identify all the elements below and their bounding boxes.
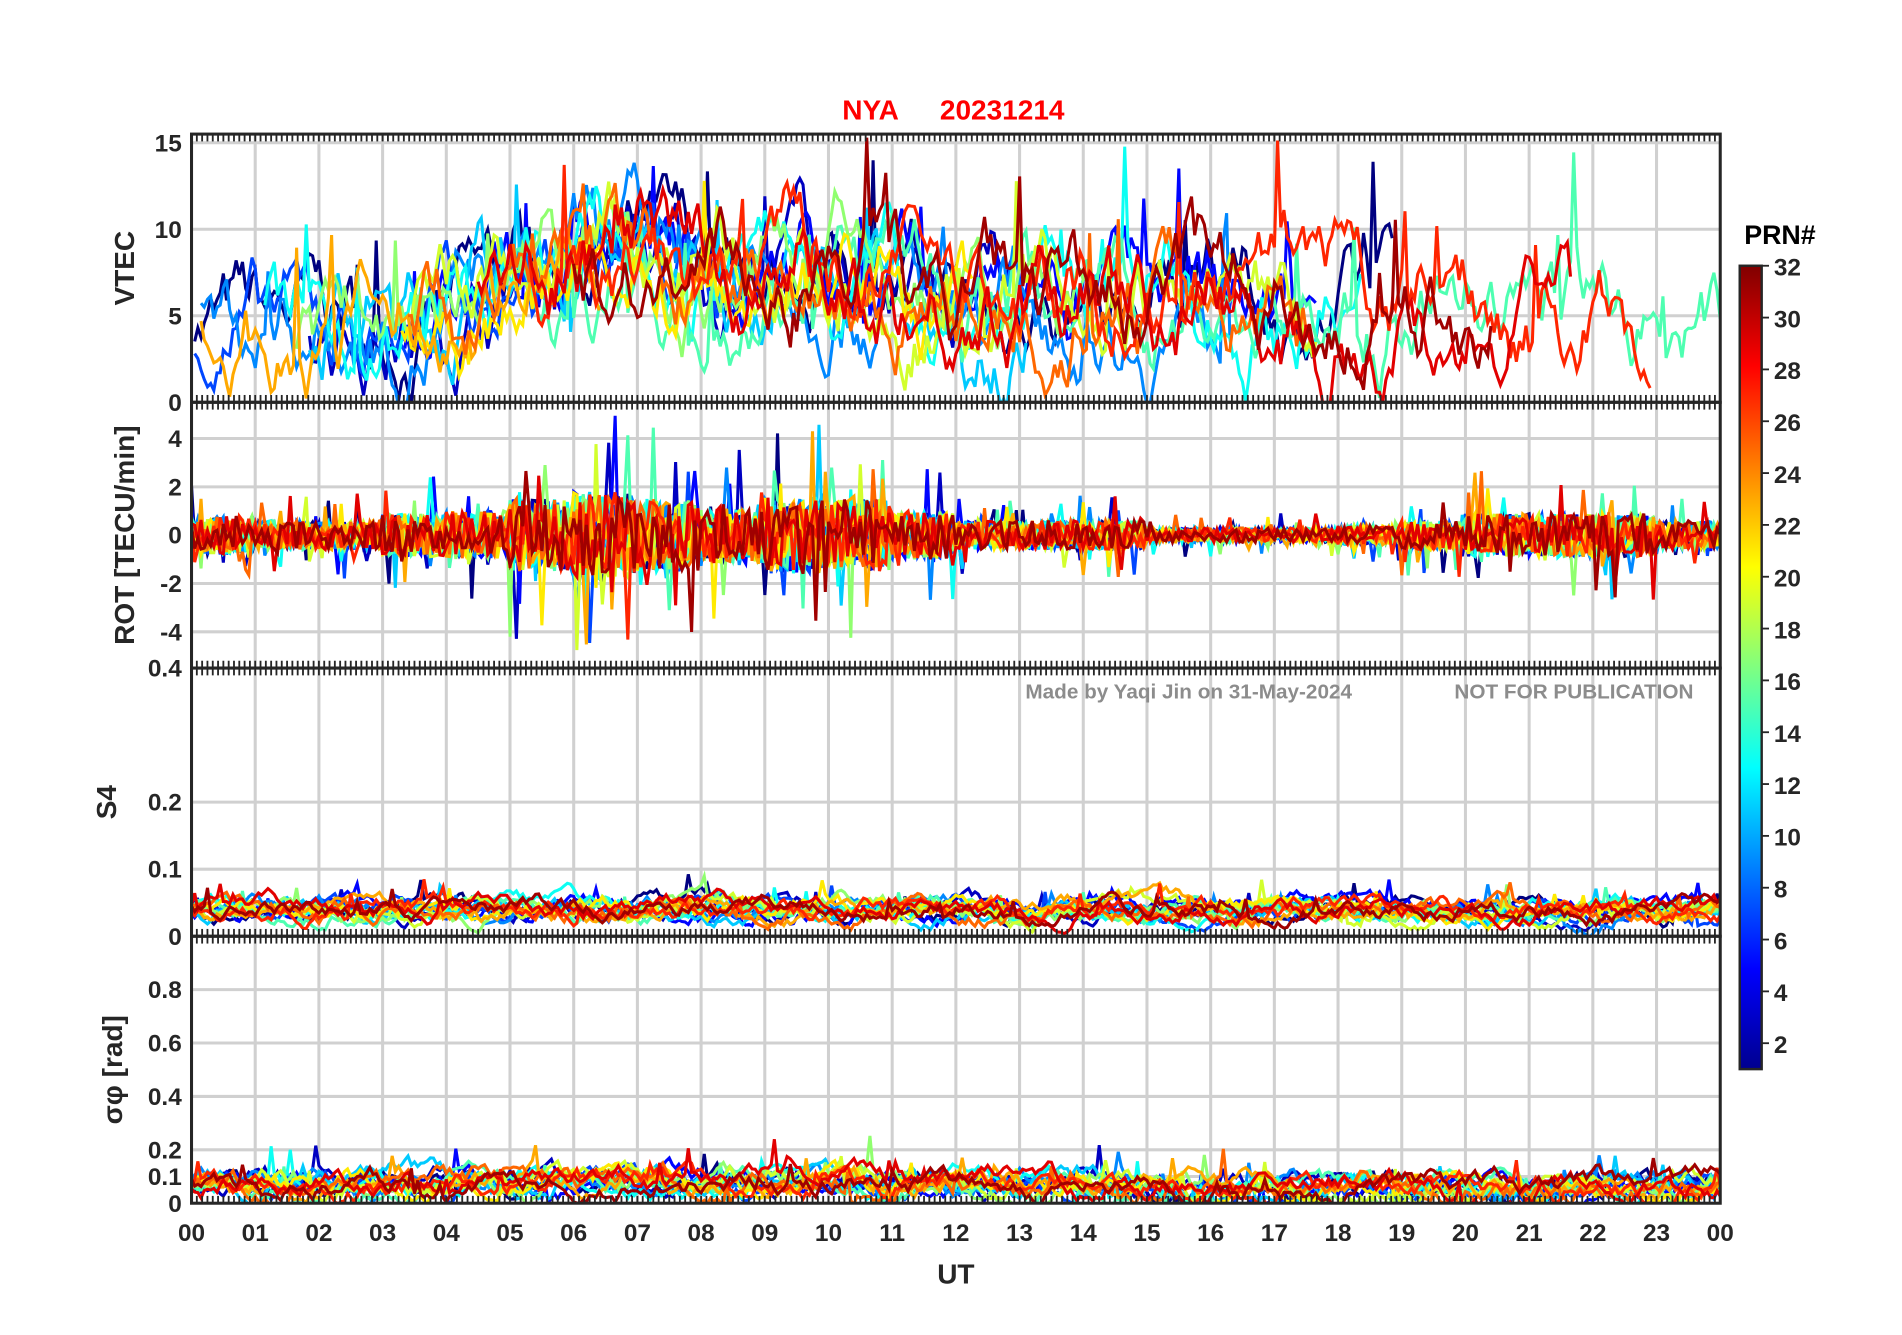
colorbar-tick-label: 26 [1774, 410, 1801, 437]
title-station: NYA [842, 94, 899, 125]
colorbar-tick-label: 10 [1774, 825, 1801, 852]
y-tick-label: -4 [160, 619, 182, 646]
y-tick-label: 0.2 [148, 1137, 182, 1164]
y-tick-label: 5 [168, 303, 182, 330]
colorbar-tick-label: 16 [1774, 669, 1801, 696]
series-prn-25 [191, 881, 1721, 933]
y-axis-label: VTEC [109, 231, 140, 306]
watermark-notice: NOT FOR PUBLICATION [1454, 681, 1693, 704]
x-tick-label: 06 [560, 1220, 587, 1247]
colorbar-tick-label: 4 [1774, 980, 1788, 1007]
x-tick-label: 03 [369, 1220, 396, 1247]
series-prn-29 [191, 883, 1721, 936]
title-date: 20231214 [940, 94, 1065, 125]
x-tick-label: 00 [178, 1220, 205, 1247]
y-tick-label: 10 [155, 217, 182, 244]
panel-4: 00.10.2 0.4 0.6 0.8 σφ [rad] [97, 934, 1722, 1218]
series-prn-31 [191, 470, 1721, 633]
series-prn-25 [191, 1148, 1721, 1204]
colorbar-tick-label: 12 [1774, 773, 1801, 800]
y-axis-label: ROT [TECU/min] [109, 425, 140, 644]
x-tick-label: 07 [624, 1220, 651, 1247]
panel-3: 0 0.1 0.2 0.4 S4 [91, 656, 1722, 951]
x-tick-label: 08 [688, 1220, 715, 1247]
x-tick-label: 12 [942, 1220, 969, 1247]
x-tick-label: 02 [305, 1220, 332, 1247]
x-tick-label: 04 [433, 1220, 461, 1247]
x-tick-label: 23 [1643, 1220, 1670, 1247]
x-tick-label: 00 [1707, 1220, 1734, 1247]
y-tick-label: 0 [168, 1191, 182, 1218]
x-tick-label: 11 [879, 1220, 905, 1247]
colorbar-label: PRN# [1744, 220, 1816, 250]
x-tick-label: 16 [1197, 1220, 1224, 1247]
colorbar-tick-label: 30 [1774, 306, 1801, 333]
x-tick-label: 19 [1388, 1220, 1415, 1247]
y-tick-label: 0 [168, 390, 182, 417]
colorbar-tick-label: 22 [1774, 514, 1801, 541]
y-tick-label: 0.1 [148, 857, 182, 884]
colorbar-tick-label: 32 [1774, 255, 1801, 282]
y-tick-label: 0 [168, 924, 182, 951]
x-axis-label: UT [937, 1259, 974, 1290]
watermark-author: Made by Yaqi Jin on 31-May-2024 [1025, 681, 1352, 704]
panel-2: -4 -2 0 2 4 ROT [TECU/min] [109, 400, 1722, 670]
y-tick-label: 4 [168, 426, 182, 453]
colorbar-tick-label: 8 [1774, 876, 1788, 903]
colorbar-tick-label: 20 [1774, 565, 1801, 592]
series-prn-31 [191, 887, 1721, 931]
series-prn-23 [199, 227, 601, 399]
colorbar-tick-label: 28 [1774, 358, 1801, 385]
x-tick-label: 13 [1006, 1220, 1033, 1247]
y-tick-label: 0.1 [148, 1164, 182, 1191]
x-tick-label: 01 [242, 1220, 269, 1247]
y-tick-label: -2 [160, 571, 182, 598]
y-tick-label: 0.4 [148, 656, 182, 683]
y-tick-label: 0.2 [148, 790, 182, 817]
colorbar-gradient [1738, 264, 1763, 1071]
x-tick-label: 17 [1261, 1220, 1288, 1247]
x-tick-label: 20 [1452, 1220, 1479, 1247]
y-tick-label: 0 [168, 523, 182, 550]
colorbar-tick-label: 18 [1774, 617, 1801, 644]
y-tick-label: 0.4 [148, 1084, 182, 1111]
y-axis-label: S4 [91, 785, 122, 820]
x-tick-label: 15 [1133, 1220, 1160, 1247]
series-prn-29 [191, 1139, 1721, 1204]
colorbar-tick-label: 14 [1774, 721, 1802, 748]
x-tick-label: 18 [1324, 1220, 1351, 1247]
colorbar-tick-label: 6 [1774, 928, 1788, 955]
series-prn-29 [191, 475, 1721, 606]
x-tick-label: 21 [1516, 1220, 1543, 1247]
y-tick-label: 0.6 [148, 1031, 182, 1058]
y-tick-label: 0.8 [148, 977, 182, 1004]
panel-1: 0 5 10 15 VTEC [109, 130, 1722, 417]
series-prn-29 [476, 183, 1573, 403]
x-tick-label: 10 [815, 1220, 842, 1247]
y-axis-label: σφ [rad] [97, 1015, 128, 1124]
x-tick-label: 05 [496, 1220, 523, 1247]
x-tick-label: 14 [1070, 1220, 1098, 1247]
x-tick-label: 22 [1579, 1220, 1606, 1247]
y-tick-label: 2 [168, 474, 182, 501]
y-tick-label: 15 [155, 130, 182, 157]
colorbar-tick-label: 2 [1774, 1032, 1788, 1059]
series-prn-31 [572, 137, 1493, 391]
series-prn-25 [407, 182, 1308, 400]
x-tick-label: 09 [751, 1220, 778, 1247]
colorbar-tick-label: 24 [1774, 462, 1802, 489]
